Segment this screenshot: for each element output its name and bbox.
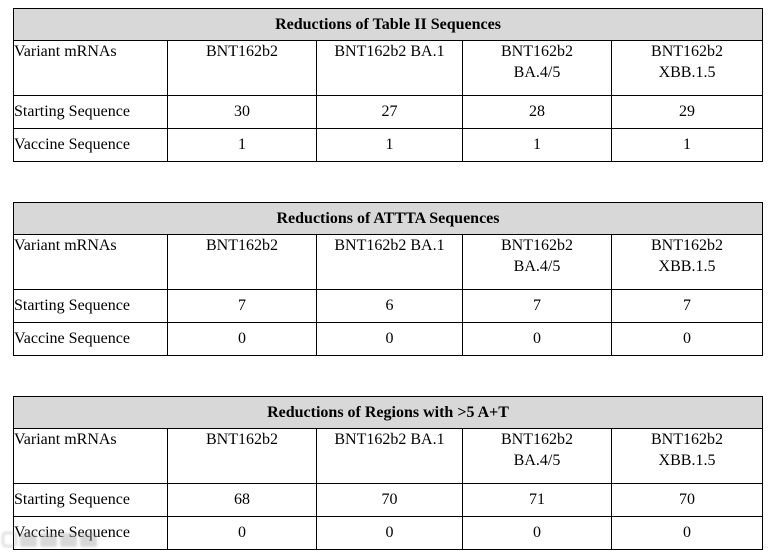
column-header-label: BNT162b2 [501,237,573,254]
cell-value: 28 [462,95,612,129]
column-header-bnt162b2-ba45: BNT162b2 BA.4/5 [462,40,612,96]
table-title: Reductions of Regions with >5 A+T [13,396,763,429]
row-label: Starting Sequence [13,95,168,129]
cell-value: 0 [462,322,612,356]
column-header-label: BNT162b2 [206,43,278,60]
row-label: Vaccine Sequence [13,322,168,356]
cell-value: 7 [610,289,764,323]
cell-value: 0 [316,516,463,550]
table-row-starting-sequence: Starting Sequence 30 27 28 29 [13,95,764,129]
column-header-bnt162b2-ba45: BNT162b2 BA.4/5 [462,428,612,484]
table-title-row: Reductions of Table II Sequences [12,8,764,41]
header-row: Variant mRNAs BNT162b2 BNT162b2 BA.1 BNT… [13,234,764,290]
column-header-bnt162b2: BNT162b2 [167,428,317,484]
column-header-label: BNT162b2 [206,431,278,448]
column-header-bnt162b2: BNT162b2 [167,40,317,96]
header-row: Variant mRNAs BNT162b2 BNT162b2 BA.1 BNT… [13,40,764,96]
column-header-label: BNT162b2 BA.1 [334,237,445,254]
cell-value: 0 [167,516,317,550]
column-header-variant-mrnas: Variant mRNAs [13,234,168,290]
cell-value: 30 [167,95,317,129]
cell-value: 29 [610,95,764,129]
table-reductions-of-table-ii-sequences: Reductions of Table II Sequences Variant… [12,8,764,162]
cell-value: 1 [610,128,764,162]
cell-value: 1 [316,128,463,162]
table-row-vaccine-sequence: Vaccine Sequence 0 0 0 0 [13,322,764,356]
column-header-variant-mrnas: Variant mRNAs [13,40,168,96]
column-header-bnt162b2-xbb15: BNT162b2 XBB.1.5 [611,428,763,484]
column-header-label: Variant mRNAs [14,43,117,60]
column-header-bnt162b2-xbb15: BNT162b2 XBB.1.5 [610,40,764,96]
header-row: Variant mRNAs BNT162b2 BNT162b2 BA.1 BNT… [13,428,763,484]
cell-value: 68 [167,483,317,517]
table-reductions-of-attta-sequences: Reductions of ATTTA Sequences Variant mR… [12,202,764,356]
table-row-starting-sequence: Starting Sequence 7 6 7 7 [13,289,764,323]
cell-value: 0 [610,322,764,356]
cell-value: 0 [167,322,317,356]
column-header-bnt162b2-ba1: BNT162b2 BA.1 [316,428,463,484]
column-header-bnt162b2-ba45: BNT162b2 BA.4/5 [462,234,612,290]
row-label: Vaccine Sequence [13,128,168,162]
cell-value: 7 [167,289,317,323]
column-header-label: BNT162b2 [206,237,278,254]
table-title: Reductions of Table II Sequences [12,8,764,41]
column-header-label: BNT162b2 [501,43,573,60]
column-header-label: Variant mRNAs [14,431,117,448]
column-header-bnt162b2-xbb15: BNT162b2 XBB.1.5 [610,234,764,290]
column-header-variant-mrnas: Variant mRNAs [13,428,168,484]
cell-value: 27 [316,95,463,129]
column-header-label: BNT162b2 [501,431,573,448]
cell-value: 71 [462,483,612,517]
column-header-label: BNT162b2 [651,237,723,254]
column-header-bnt162b2-ba1: BNT162b2 BA.1 [316,40,463,96]
column-header-bnt162b2: BNT162b2 [167,234,317,290]
column-header-subline: BA.4/5 [513,258,561,275]
column-header-label: Variant mRNAs [14,237,117,254]
column-header-subline: XBB.1.5 [658,258,716,275]
row-label: Starting Sequence [13,483,168,517]
cell-value: 1 [167,128,317,162]
cell-value: 7 [462,289,612,323]
table-title-row: Reductions of ATTTA Sequences [12,202,764,235]
table-row-starting-sequence: Starting Sequence 68 70 71 70 [13,483,763,517]
table-reductions-of-regions-with-gt5-a-plus-t: Reductions of Regions with >5 A+T Varian… [13,396,763,550]
cell-value: 1 [462,128,612,162]
column-header-subline: BA.4/5 [513,452,561,469]
column-header-label: BNT162b2 [651,43,724,60]
cell-value: 70 [611,483,763,517]
column-header-subline: BA.4/5 [513,64,561,81]
cell-value: 0 [611,516,763,550]
column-header-label: BNT162b2 BA.1 [334,43,445,60]
table-title: Reductions of ATTTA Sequences [12,202,764,235]
table-title-row: Reductions of Regions with >5 A+T [13,396,763,429]
row-label: Vaccine Sequence [13,516,168,550]
cell-value: 0 [462,516,612,550]
cell-value: 6 [316,289,463,323]
cell-value: 0 [316,322,463,356]
table-row-vaccine-sequence: Vaccine Sequence 0 0 0 0 [13,516,763,550]
column-header-subline: XBB.1.5 [658,64,716,81]
column-header-label: BNT162b2 [651,431,723,448]
column-header-subline: XBB.1.5 [658,452,716,469]
cell-value: 70 [316,483,463,517]
column-header-bnt162b2-ba1: BNT162b2 BA.1 [316,234,463,290]
row-label: Starting Sequence [13,289,168,323]
table-row-vaccine-sequence: Vaccine Sequence 1 1 1 1 [13,128,764,162]
column-header-label: BNT162b2 BA.1 [334,431,445,448]
